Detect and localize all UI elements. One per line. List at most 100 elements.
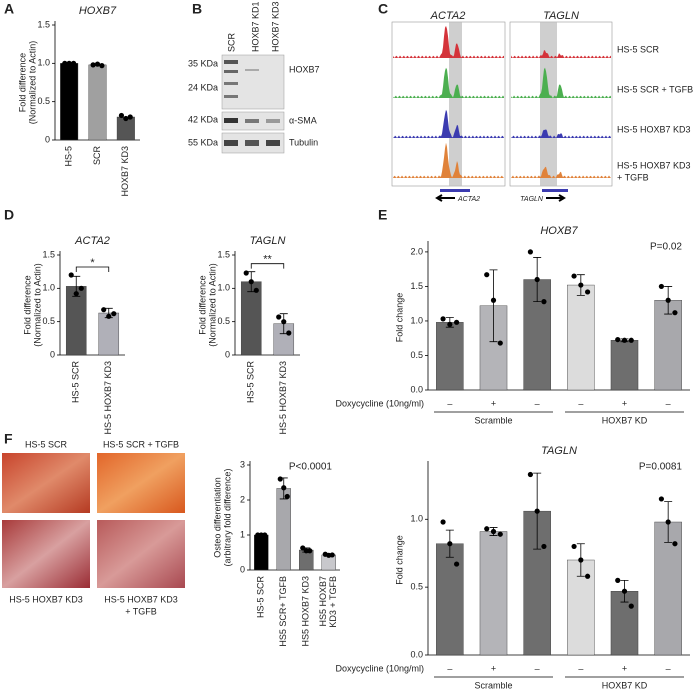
error-bar bbox=[489, 269, 498, 343]
y-axis-label: (Normalized to Actin) bbox=[207, 263, 217, 347]
protein-label: α-SMA bbox=[289, 115, 317, 125]
data-point bbox=[585, 289, 591, 295]
significance-label: * bbox=[90, 257, 95, 269]
y-tick-label: 0.0 bbox=[410, 649, 423, 659]
x-tick-label: KD3 + TGFB bbox=[328, 576, 338, 628]
genome-tracks: ACTA2 TAGLN ACTA2 TAGLN HS-5 SCR HS-5 SC… bbox=[391, 10, 693, 203]
bar bbox=[240, 281, 262, 356]
x-axis-label: Doxycycline (10ng/ml) bbox=[335, 663, 424, 673]
bar bbox=[254, 534, 269, 571]
blot-band bbox=[245, 119, 259, 123]
data-point bbox=[578, 557, 584, 563]
x-tick-label: HS-5 SCR bbox=[246, 361, 256, 404]
chart-title: HOXB7 bbox=[79, 5, 117, 17]
gene-label: TAGLN bbox=[520, 196, 544, 203]
y-axis-label: Fold difference bbox=[22, 275, 32, 334]
bar bbox=[276, 488, 291, 571]
y-axis-label: (Normalized to Actin) bbox=[27, 41, 37, 125]
data-point bbox=[307, 548, 313, 554]
data-point bbox=[111, 311, 117, 317]
data-point bbox=[73, 291, 79, 297]
y-tick-label: 1.5 bbox=[217, 249, 230, 259]
bar bbox=[479, 531, 508, 656]
x-tick-label: HOXB7 KD3 bbox=[120, 146, 130, 197]
data-point bbox=[665, 297, 671, 303]
blot-band bbox=[266, 140, 280, 146]
panel-letter: A bbox=[4, 1, 14, 17]
x-tick-label: HS5 HOXB7 KD3 bbox=[301, 576, 311, 647]
track-signal bbox=[393, 67, 504, 98]
track-label: HS-5 SCR bbox=[617, 44, 660, 54]
western-blot: SCR HOXB7 KD1 HOXB7 KD3 35 KDa 24 KDa 42… bbox=[188, 1, 320, 154]
data-point bbox=[68, 272, 74, 278]
data-point bbox=[329, 552, 335, 558]
blot-band bbox=[224, 140, 238, 146]
significance-bracket bbox=[75, 266, 110, 272]
blot-band bbox=[266, 119, 280, 123]
data-point bbox=[123, 115, 129, 122]
data-point bbox=[484, 272, 490, 278]
data-point bbox=[281, 319, 287, 325]
x-tick-label: – bbox=[666, 663, 671, 673]
bar bbox=[436, 543, 464, 656]
data-point bbox=[447, 321, 453, 328]
track-signal bbox=[511, 166, 611, 178]
track-signal bbox=[393, 109, 504, 138]
y-tick-label: 1.0 bbox=[42, 283, 55, 293]
data-point bbox=[447, 541, 453, 547]
data-point bbox=[94, 61, 101, 67]
data-point bbox=[286, 330, 292, 336]
marker-label: 35 KDa bbox=[188, 58, 218, 68]
y-axis-label: Fold difference bbox=[17, 53, 27, 112]
data-point bbox=[440, 519, 446, 525]
p-value: P<0.0001 bbox=[289, 462, 333, 473]
data-point bbox=[615, 336, 621, 343]
y-axis-label: (Normalized to Actin) bbox=[32, 263, 42, 347]
bar bbox=[88, 64, 107, 141]
y-axis-label: Osteo differentiation bbox=[212, 477, 222, 557]
y-tick-label: 0 bbox=[45, 134, 50, 144]
y-tick-label: 0.5 bbox=[37, 96, 50, 106]
data-point bbox=[497, 340, 503, 346]
x-tick-label: SCR bbox=[92, 146, 102, 166]
data-point bbox=[615, 577, 621, 583]
y-tick-label: 0.5 bbox=[42, 316, 55, 326]
track-signal bbox=[511, 129, 611, 138]
data-point bbox=[628, 603, 634, 609]
image-label: HS-5 SCR + TGFB bbox=[103, 439, 179, 449]
data-point bbox=[628, 337, 634, 343]
lane-label: HOXB7 KD3 bbox=[270, 1, 280, 52]
blot-band bbox=[224, 60, 238, 64]
chart-title: TAGLN bbox=[250, 235, 286, 247]
marker-label: 24 KDa bbox=[188, 82, 218, 92]
y-tick-label: 0.5 bbox=[410, 582, 423, 592]
protein-label: Tubulin bbox=[289, 137, 318, 147]
stain-image bbox=[97, 520, 185, 588]
bar bbox=[60, 63, 79, 141]
data-point bbox=[118, 112, 125, 119]
significance-bracket bbox=[250, 263, 285, 269]
x-tick-label: + bbox=[622, 663, 627, 673]
data-point bbox=[62, 60, 68, 66]
y-tick-label: 0 bbox=[225, 349, 230, 359]
lane-label: HOXB7 KD1 bbox=[250, 1, 260, 52]
bar bbox=[610, 340, 639, 391]
data-point bbox=[284, 493, 290, 500]
x-tick-label: – bbox=[447, 398, 452, 408]
group-label: HOXB7 KD bbox=[602, 415, 648, 425]
y-tick-label: 2.0 bbox=[410, 246, 423, 256]
data-point bbox=[497, 531, 503, 537]
p-value: P=0.0081 bbox=[639, 462, 683, 473]
data-point bbox=[672, 541, 678, 547]
data-point bbox=[534, 276, 540, 283]
blot-band bbox=[224, 82, 238, 85]
data-point bbox=[248, 279, 254, 285]
track-label: HS-5 HOXB7 KD3 bbox=[617, 124, 691, 134]
gene-title: ACTA2 bbox=[430, 10, 466, 22]
blot-band bbox=[224, 118, 238, 123]
track-signal bbox=[393, 25, 504, 58]
x-tick-label: – bbox=[535, 663, 540, 673]
highlight-region bbox=[540, 22, 557, 186]
data-point bbox=[127, 114, 133, 120]
data-point bbox=[101, 307, 107, 313]
